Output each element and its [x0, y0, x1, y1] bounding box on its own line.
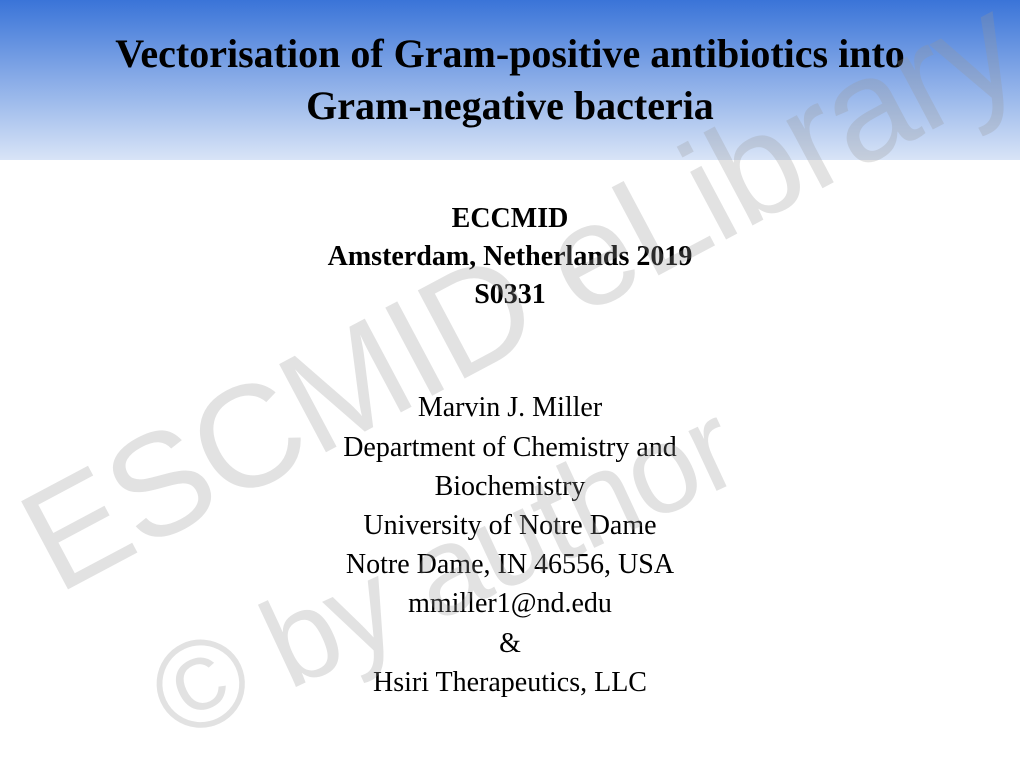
author-company: Hsiri Therapeutics, LLC	[0, 663, 1020, 702]
author-ampersand: &	[0, 624, 1020, 663]
author-address: Notre Dame, IN 46556, USA	[0, 545, 1020, 584]
title-banner: Vectorisation of Gram-positive antibioti…	[0, 0, 1020, 160]
conference-session: S0331	[0, 276, 1020, 314]
author-email: mmiller1@nd.edu	[0, 584, 1020, 623]
author-university: University of Notre Dame	[0, 506, 1020, 545]
author-dept-2: Biochemistry	[0, 467, 1020, 506]
author-name: Marvin J. Miller	[0, 388, 1020, 427]
conference-location: Amsterdam, Netherlands 2019	[0, 238, 1020, 276]
title-line-2: Gram-negative bacteria	[306, 83, 714, 128]
author-dept-1: Department of Chemistry and	[0, 428, 1020, 467]
conference-block: ECCMID Amsterdam, Netherlands 2019 S0331	[0, 200, 1020, 313]
title-line-1: Vectorisation of Gram-positive antibioti…	[115, 31, 905, 76]
author-block: Marvin J. Miller Department of Chemistry…	[0, 388, 1020, 702]
slide-title: Vectorisation of Gram-positive antibioti…	[20, 28, 1000, 132]
conference-name: ECCMID	[0, 200, 1020, 238]
